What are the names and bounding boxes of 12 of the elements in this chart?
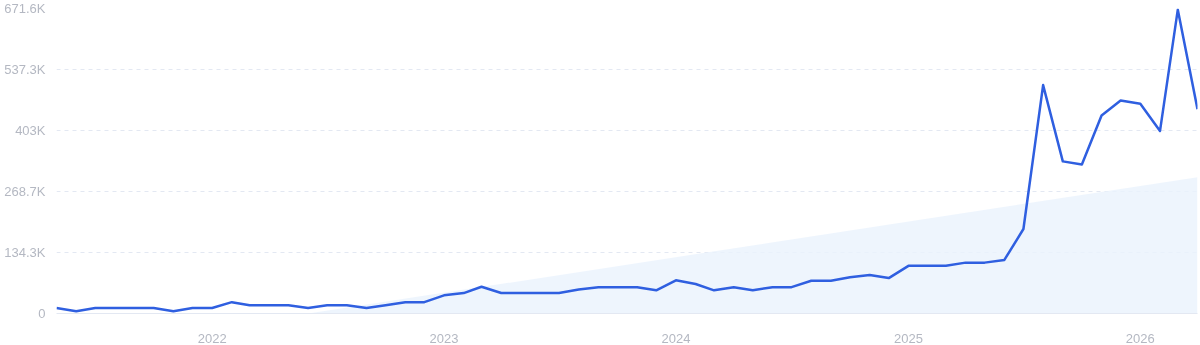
y-tick-label: 537.3K — [4, 61, 46, 77]
x-tick-label: 2022 — [197, 330, 227, 345]
x-tick-label: 2023 — [429, 330, 459, 345]
y-tick-label: 0 — [38, 306, 46, 321]
y-tick-label: 403K — [15, 122, 46, 138]
y-tick-label: 134.3K — [4, 245, 46, 261]
y-tick-label: 268.7K — [4, 183, 46, 199]
line-series — [56, 8, 1198, 313]
y-tick-label: 671.6K — [4, 1, 46, 16]
x-tick-label: 2024 — [661, 330, 691, 345]
x-tick-label: 2026 — [1125, 330, 1155, 345]
x-tick-label: 2025 — [893, 330, 923, 345]
